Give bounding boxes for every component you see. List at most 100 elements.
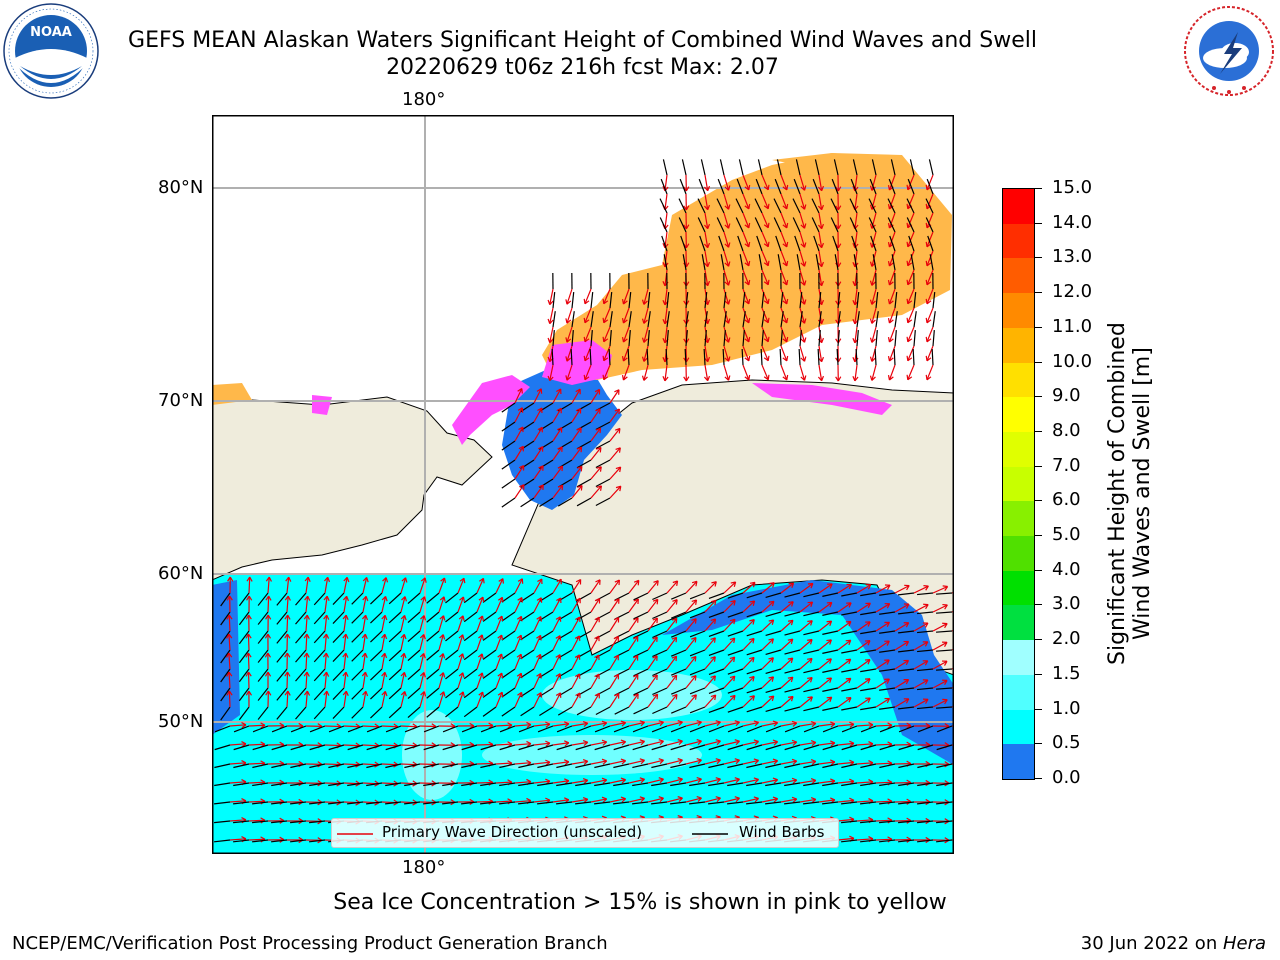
wind-barb: [898, 668, 915, 672]
wind-barb: [689, 592, 706, 600]
wave-arrow: [907, 288, 915, 304]
wind-barb: [238, 630, 250, 645]
wind-barb: [856, 330, 859, 347]
wave-arrow: [723, 721, 740, 727]
wind-barb: [784, 744, 801, 751]
wave-arrow: [723, 581, 737, 594]
wave-arrow-head: [632, 655, 639, 661]
wave-arrow-head: [864, 659, 871, 665]
wave-arrow: [856, 724, 873, 727]
wave-arrow: [685, 637, 697, 651]
wave-arrow: [457, 615, 464, 632]
wave-arrow-head: [265, 576, 273, 582]
wave-arrow: [267, 595, 270, 613]
wave-arrow-head: [303, 633, 310, 639]
wave-arrow: [780, 250, 788, 267]
wind-barb: [803, 725, 820, 733]
wind-barb: [708, 801, 725, 805]
wave-arrow: [533, 780, 550, 784]
wind-barb: [442, 725, 459, 733]
wind-barb: [792, 198, 801, 214]
wave-arrow-head: [749, 637, 755, 644]
wave-arrow-head: [691, 694, 697, 700]
wave-arrow: [723, 231, 730, 248]
wave-arrow: [584, 326, 592, 343]
wave-arrow: [926, 364, 934, 381]
wave-arrow: [362, 725, 380, 728]
colorbar-band: [1003, 258, 1034, 294]
wind-barb: [894, 292, 898, 309]
wind-barb: [670, 744, 687, 751]
wave-arrow-head: [749, 695, 755, 701]
wind-barb: [803, 801, 820, 805]
wave-arrow-head: [633, 693, 639, 699]
wave-arrow-head: [633, 579, 640, 586]
wind-barb: [501, 687, 516, 698]
wave-arrow-head: [265, 690, 272, 696]
wind-barb: [257, 668, 269, 682]
wave-arrow: [552, 465, 563, 480]
wind-barb: [834, 254, 839, 271]
wind-barb: [257, 592, 269, 606]
wave-arrow-head: [942, 679, 948, 686]
wave-arrow-head: [241, 741, 247, 748]
wind-barb: [575, 744, 592, 751]
wind-barb: [917, 687, 934, 691]
lat-label-70: 70°N: [158, 390, 204, 411]
wave-arrow: [609, 428, 621, 442]
wind-barb: [717, 178, 725, 195]
wind-barb: [746, 782, 763, 787]
wave-arrow-head: [826, 696, 833, 703]
wind-barb: [856, 311, 860, 328]
wave-arrow-head: [601, 796, 608, 803]
wave-arrow-head: [381, 652, 388, 659]
wind-barb: [925, 217, 934, 233]
wave-arrow-head: [517, 597, 523, 603]
wind-barb: [935, 687, 953, 690]
wave-arrow-head: [614, 579, 621, 586]
wave-arrow: [799, 250, 806, 267]
wind-barb: [594, 744, 611, 751]
wind-barb: [852, 159, 858, 176]
wave-arrow: [664, 212, 668, 229]
wave-arrow: [666, 778, 683, 784]
wave-arrow-head: [246, 576, 253, 582]
wind-barb: [445, 592, 459, 604]
wind-barb: [784, 630, 801, 636]
wave-arrow-head: [614, 389, 620, 395]
wave-arrow: [609, 779, 626, 784]
wave-arrow: [647, 721, 664, 727]
wind-barb: [632, 725, 649, 733]
wind-barb: [917, 782, 934, 787]
wave-arrow-head: [537, 407, 543, 414]
wave-arrow: [381, 653, 386, 670]
wave-arrow-head: [400, 691, 407, 697]
wave-arrow-head: [264, 671, 272, 677]
wave-arrow-head: [763, 184, 770, 191]
wind-barb: [295, 687, 307, 701]
wind-barb: [898, 763, 915, 769]
wave-arrow: [247, 633, 250, 651]
wind-barb: [818, 292, 822, 309]
colorbar-tick-mark: [1035, 222, 1042, 224]
wind-barb: [737, 235, 744, 252]
wave-arrow: [666, 759, 683, 765]
wave-arrow-head: [595, 579, 601, 585]
wave-arrow-head: [887, 374, 894, 381]
wind-barb: [879, 763, 896, 769]
wind-barb: [556, 725, 573, 733]
wind-barb: [738, 159, 744, 176]
wind-barb: [520, 649, 535, 660]
wave-arrow: [761, 345, 769, 361]
wave-arrow: [854, 288, 858, 305]
wave-arrow-head: [768, 676, 775, 682]
wave-arrow: [381, 596, 387, 613]
wave-arrow-head: [922, 660, 929, 666]
wind-barb: [898, 687, 915, 691]
colorbar-tick-label: 7.0: [1052, 454, 1081, 476]
wind-barb: [850, 178, 858, 195]
wind-barb: [917, 820, 934, 824]
wind-barb: [385, 725, 402, 733]
wave-arrow-head: [497, 691, 504, 698]
wind-barb: [727, 687, 744, 694]
